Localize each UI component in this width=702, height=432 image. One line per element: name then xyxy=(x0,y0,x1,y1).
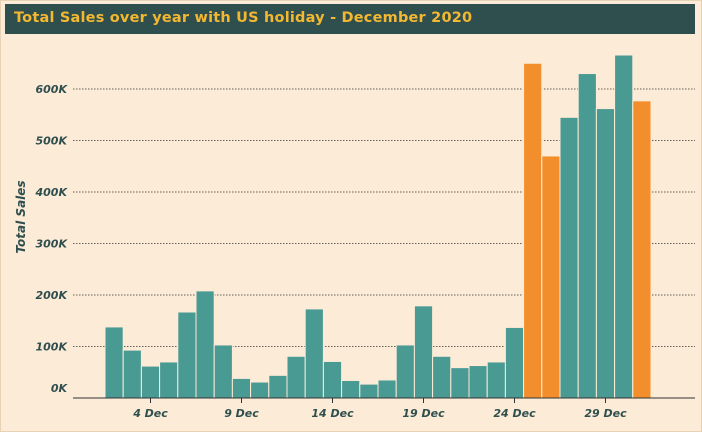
y-tick-label: 500K xyxy=(36,135,69,148)
x-tick-label: 14 Dec xyxy=(311,407,354,420)
sales-bar xyxy=(268,374,288,399)
holiday-bar xyxy=(523,62,543,399)
sales-bar xyxy=(231,377,252,399)
sales-bar xyxy=(250,381,270,399)
sales-bar xyxy=(177,311,197,399)
sales-bar xyxy=(595,108,616,399)
y-axis-title: Total Sales xyxy=(14,180,28,253)
y-tick-label: 600K xyxy=(36,83,69,96)
sales-bar xyxy=(413,305,434,399)
sales-bar xyxy=(322,360,343,399)
sales-bar xyxy=(286,355,306,399)
sales-bar xyxy=(195,290,215,399)
y-tick-label: 200K xyxy=(36,289,69,302)
sales-bar xyxy=(432,355,452,399)
chart-title: Total Sales over year with US holiday - … xyxy=(14,10,473,26)
x-tick-label: 4 Dec xyxy=(132,407,168,420)
sales-bar xyxy=(504,326,525,399)
sales-bar xyxy=(122,349,142,399)
sales-bar xyxy=(450,367,470,399)
y-tick-label: 400K xyxy=(35,186,69,199)
y-tick-label: 100K xyxy=(36,341,69,354)
x-tick-label: 9 Dec xyxy=(224,407,259,420)
holiday-bar xyxy=(632,100,652,399)
sales-bar xyxy=(159,361,179,399)
y-tick-label: 0K xyxy=(51,382,69,395)
x-tick-label: 29 Dec xyxy=(584,407,627,420)
sales-bar xyxy=(213,344,233,399)
sales-bar xyxy=(304,308,324,399)
title-bar: Total Sales over year with US holiday - … xyxy=(5,4,695,34)
sales-bar xyxy=(359,383,379,399)
x-tick-label: 24 Dec xyxy=(493,407,536,420)
sales-bar xyxy=(614,54,634,399)
sales-bar xyxy=(140,365,161,399)
sales-bar xyxy=(104,326,124,399)
sales-bar xyxy=(577,73,597,399)
sales-bar xyxy=(377,379,397,399)
holiday-bar xyxy=(541,155,561,399)
x-tick-label: 19 Dec xyxy=(402,407,445,420)
sales-bar xyxy=(486,361,506,399)
sales-bar xyxy=(395,344,415,399)
sales-bar xyxy=(468,365,488,399)
sales-bar xyxy=(341,379,361,399)
y-tick-label: 300K xyxy=(36,238,69,251)
sales-bar xyxy=(559,116,579,399)
